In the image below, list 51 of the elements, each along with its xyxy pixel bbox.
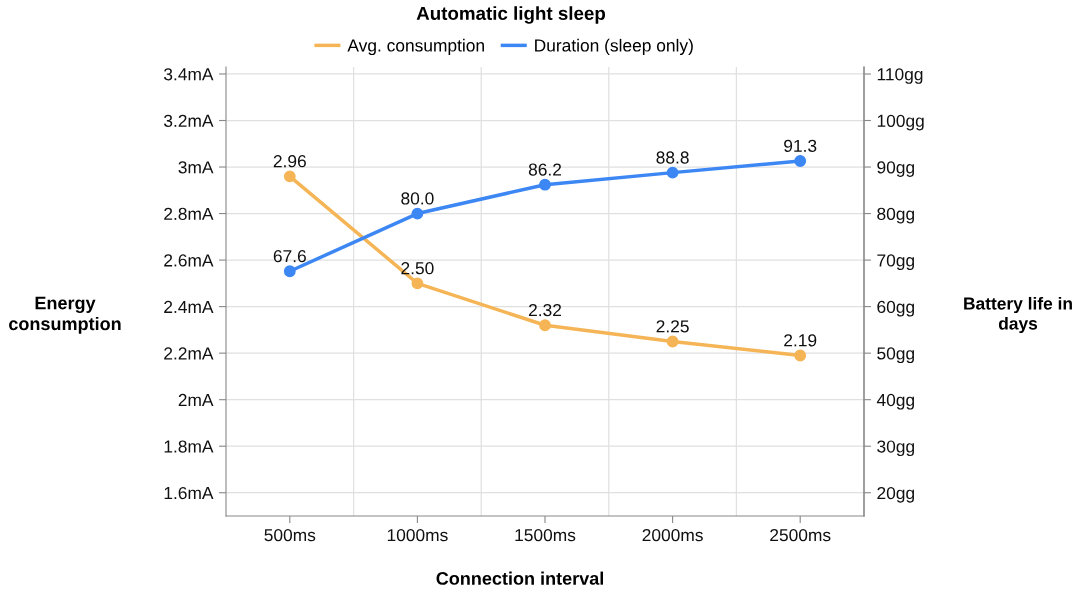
y2-tick-label: 30gg — [877, 440, 914, 457]
data-label: 86.2 — [528, 163, 562, 176]
point — [794, 349, 807, 362]
y2-tick-label: 20gg — [877, 486, 914, 503]
x-tick-label: 2500ms — [770, 528, 831, 542]
point — [539, 178, 551, 191]
y-tick-label: 1.6mA — [164, 486, 214, 500]
x-tick-label: 2000ms — [642, 528, 703, 542]
data-label: 67.6 — [273, 249, 306, 263]
x-tick-label: 1500ms — [515, 528, 576, 542]
point — [411, 207, 424, 220]
y-tick-label: 2.6mA — [164, 254, 214, 267]
data-label: 2.32 — [528, 303, 562, 317]
legend-label: Avg. consumption — [347, 38, 484, 56]
point — [411, 277, 424, 290]
point — [666, 335, 679, 348]
data-label: 91.3 — [784, 139, 817, 152]
y-tick-label: 3mA — [178, 161, 214, 174]
x-axis-title: Connection interval — [436, 571, 603, 585]
y2-tick-label: 40gg — [876, 393, 914, 410]
y-tick-label: 1.8mA — [164, 440, 214, 453]
y-tick-label: 2.4mA — [164, 300, 214, 313]
y-tick-label: 2.2mA — [164, 347, 214, 360]
point — [283, 170, 296, 183]
data-label: 2.50 — [401, 262, 434, 275]
data-label: 2.25 — [656, 320, 689, 333]
y2-tick-label: 70gg — [877, 254, 914, 270]
y-tick-label: 2.8mA — [164, 207, 214, 221]
data-label: 2.96 — [273, 155, 306, 168]
chart-title: Automatic light sleep — [416, 6, 606, 24]
y-axis-title: Energy consumption — [9, 296, 121, 334]
legend-label: Duration (sleep only) — [535, 38, 693, 56]
y-tick-label: 3.2mA — [163, 114, 214, 127]
point — [666, 166, 679, 179]
y2-tick-label: 110gg — [877, 68, 923, 84]
x-tick-label: 1000ms — [387, 528, 448, 542]
data-label: 80.0 — [401, 192, 434, 205]
y2-tick-label: 50gg — [877, 347, 914, 364]
data-label: 2.19 — [784, 334, 817, 347]
point — [539, 319, 551, 332]
y2-tick-label: 90gg — [877, 161, 914, 177]
y2-tick-label: 80gg — [877, 207, 914, 224]
x-tick-label: 500ms — [264, 528, 316, 542]
y-tick-label: 3.4mA — [163, 68, 214, 81]
y2-tick-label: 60gg — [877, 300, 914, 317]
data-label: 88.8 — [656, 151, 689, 164]
y-tick-label: 2mA — [178, 393, 214, 406]
point — [794, 155, 807, 167]
point — [283, 265, 296, 278]
y2-tick-label: 100gg — [877, 114, 924, 131]
y2-axis-title: Battery life in days — [964, 296, 1072, 334]
